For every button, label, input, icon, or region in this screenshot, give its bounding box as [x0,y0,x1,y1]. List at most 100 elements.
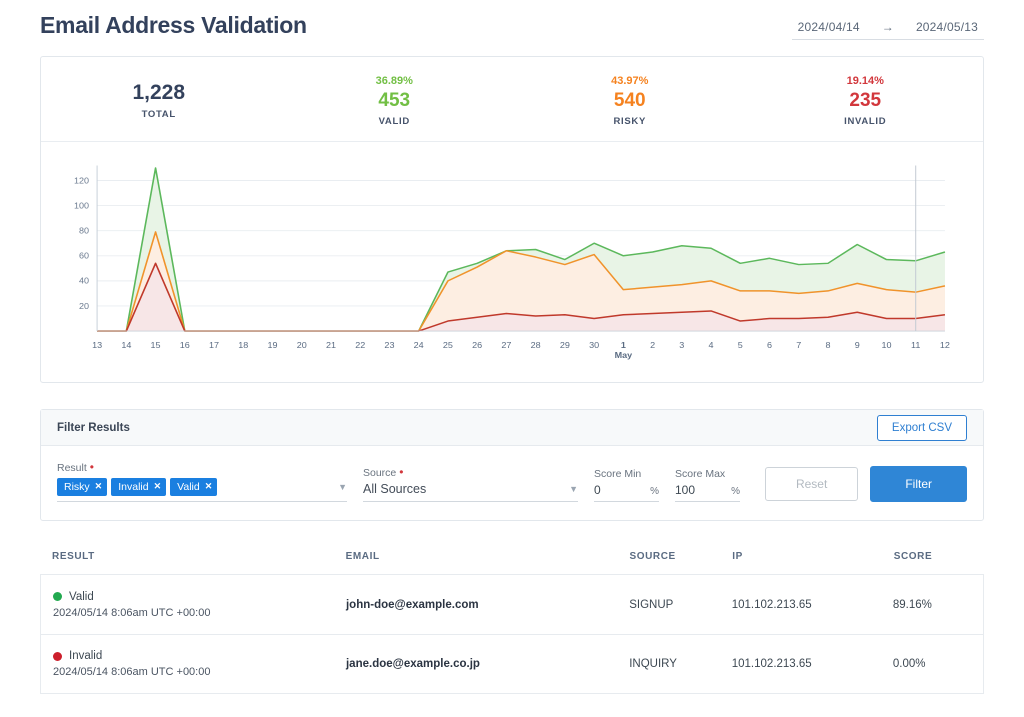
percent-icon: % [731,486,740,497]
date-from[interactable]: 2024/04/14 [797,20,860,34]
score-min-label: Score Min [594,468,642,480]
required-marker-icon: • [89,460,94,474]
date-range-picker[interactable]: 2024/04/14 → 2024/05/13 [791,14,984,40]
cell-source: SIGNUP [629,598,674,611]
score-max-input[interactable]: 100 % [675,483,740,502]
svg-text:4: 4 [709,340,714,350]
chip-label: Risky [64,480,90,493]
source-filter-select[interactable]: All Sources ▼ [363,482,578,502]
svg-text:15: 15 [151,340,161,350]
svg-text:12: 12 [940,340,950,350]
svg-text:30: 30 [589,340,599,350]
column-header-source: SOURCE [629,551,676,562]
svg-text:100: 100 [74,201,89,211]
status-dot-icon [53,651,62,661]
result-chip-list: Risky ✕ Invalid ✕ Valid ✕ [57,477,218,496]
status-dot-icon [53,592,62,601]
date-to[interactable]: 2024/05/13 [915,20,978,34]
stat-invalid-label: INVALID [844,116,887,127]
chevron-down-icon[interactable]: ▼ [569,484,578,494]
chart-container[interactable]: 20 40 60 80 100 120 13 14 15 16 17 18 19 20 21 22 23 24 25… [41,142,983,382]
results-table: RESULT EMAIL SOURCE IP SCORE Valid 2024/0… [40,551,984,694]
result-chip-risky[interactable]: Risky ✕ [57,477,108,496]
arrow-right-icon: → [881,20,894,34]
svg-text:23: 23 [384,340,394,350]
svg-text:3: 3 [679,340,684,350]
filter-panel-header: Filter Results Export CSV [41,410,983,446]
chip-label: Valid [177,480,200,493]
source-label-text: Source [363,467,397,479]
svg-text:27: 27 [501,340,511,350]
svg-text:2: 2 [650,340,655,350]
score-max-value[interactable]: 100 [675,483,696,497]
svg-text:5: 5 [738,340,743,350]
table-header-row: RESULT EMAIL SOURCE IP SCORE [40,551,984,574]
result-label: Valid [69,590,94,603]
score-max-field: Score Max 100 % [675,468,740,502]
filter-panel-body: Result • Risky ✕ Invalid ✕ Valid ✕ ▼ Source •… [41,446,983,520]
stat-invalid-value: 235 [849,90,882,111]
svg-text:25: 25 [443,340,453,350]
score-min-input[interactable]: 0 % [594,483,659,502]
chevron-down-icon[interactable]: ▼ [338,481,347,492]
result-chip-valid[interactable]: Valid ✕ [170,477,218,496]
stats-row: 1,228 TOTAL 36.89% 453 VALID 43.97% 540 … [41,57,983,142]
result-label: Invalid [69,650,103,662]
table-row[interactable]: Valid 2024/05/14 8:06am UTC +00:00 john-do… [40,574,984,634]
svg-text:24: 24 [414,340,424,350]
result-label-text: Result [57,462,87,474]
svg-text:21: 21 [326,340,336,350]
percent-icon: % [650,486,659,497]
svg-text:6: 6 [767,340,772,350]
svg-text:80: 80 [79,226,89,236]
result-status: Invalid [53,650,346,662]
svg-text:May: May [615,350,633,360]
result-chip-invalid[interactable]: Invalid ✕ [111,477,167,496]
svg-text:60: 60 [79,251,89,261]
stat-valid-value: 453 [378,90,411,111]
cell-result: Invalid 2024/05/14 8:06am UTC +00:00 [53,650,346,678]
svg-text:16: 16 [180,340,190,350]
svg-text:40: 40 [79,276,89,286]
stat-valid: 36.89% 453 VALID [277,73,513,127]
cell-score: 89.16% [892,598,932,611]
chip-remove-icon[interactable]: ✕ [204,481,213,491]
reset-button[interactable]: Reset [764,467,859,501]
result-filter-select[interactable]: Risky ✕ Invalid ✕ Valid ✕ ▼ [57,477,347,502]
table-row[interactable]: Invalid 2024/05/14 8:06am UTC +00:00 jane.… [40,634,984,694]
chip-label: Invalid [118,480,149,493]
filter-button[interactable]: Filter [870,466,967,502]
stat-total-label: TOTAL [141,109,176,120]
score-min-value[interactable]: 0 [594,483,601,497]
chip-remove-icon[interactable]: ✕ [153,481,162,491]
stat-risky-value: 540 [613,90,646,111]
filter-panel-title: Filter Results [57,421,130,434]
page-header: Email Address Validation 2024/04/14 → 20… [0,0,1024,42]
result-timestamp: 2024/05/14 8:06am UTC +00:00 [53,666,211,678]
svg-text:20: 20 [297,340,307,350]
stat-total: 1,228 TOTAL [41,80,277,120]
svg-text:10: 10 [881,340,891,350]
result-filter-field: Result • Risky ✕ Invalid ✕ Valid ✕ ▼ [57,460,347,502]
stat-valid-pct: 36.89% [375,75,413,87]
chip-remove-icon[interactable]: ✕ [94,481,103,491]
column-header-email: EMAIL [345,551,380,562]
svg-text:8: 8 [825,340,830,350]
stat-invalid-pct: 19.14% [846,75,884,87]
score-min-field: Score Min 0 % [594,468,659,502]
svg-text:26: 26 [472,340,482,350]
svg-text:17: 17 [209,340,219,350]
result-timestamp: 2024/05/14 8:06am UTC +00:00 [53,606,211,619]
stat-valid-label: VALID [378,116,410,127]
svg-text:22: 22 [355,340,365,350]
export-csv-button[interactable]: Export CSV [876,414,967,441]
stat-risky-pct: 43.97% [611,75,649,87]
stat-risky-label: RISKY [613,116,647,127]
filter-actions: Reset Filter [764,466,967,502]
column-header-score: SCORE [893,551,933,562]
required-marker-icon: • [399,465,404,479]
cell-source: INQUIRY [629,658,677,670]
result-filter-label: Result • [57,460,347,474]
